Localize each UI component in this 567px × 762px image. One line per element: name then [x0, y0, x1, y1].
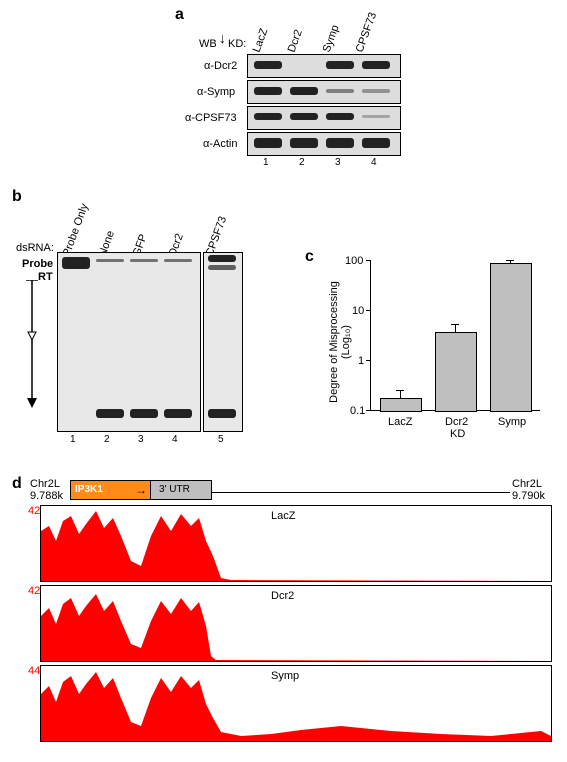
dsrna-label: dsRNA:: [16, 242, 54, 254]
track-symp: Symp: [40, 665, 552, 742]
d-left-1: Chr2L: [30, 478, 60, 490]
kd-label: KD:: [228, 38, 246, 50]
row-label-3: α-Actin: [203, 138, 237, 150]
bar-lacz: [380, 398, 422, 412]
y-axis-label: Degree of Misprocessing (Log₁₀): [328, 272, 352, 412]
col-label-1: Dcr2: [286, 28, 305, 54]
col-label-3: CPSF73: [354, 11, 379, 54]
panel-d-label: d: [12, 475, 22, 493]
probe-label: Probe: [22, 258, 53, 270]
wb-arrow: ↓: [219, 30, 226, 46]
b-lane-3: 3: [138, 434, 144, 445]
track2-ymax: 44: [28, 665, 40, 677]
gene-arrow-icon: →: [135, 483, 147, 497]
d-right-1: Chr2L: [512, 478, 542, 490]
utr-box: 3' UTR: [150, 480, 212, 500]
b-lane-2: 2: [104, 434, 110, 445]
bar-symp: [490, 263, 532, 412]
d-left-2: 9.788k: [30, 490, 63, 502]
track0-ymax: 42: [28, 505, 40, 517]
blot-row-3: [247, 132, 401, 156]
wb-label: WB: [199, 38, 217, 50]
b-col-0: Probe Only: [61, 202, 91, 258]
gel-cpsf: [203, 252, 243, 432]
col-label-0: LacZ: [251, 27, 271, 54]
a-lane-3: 3: [335, 157, 341, 168]
panel-c-label: c: [305, 248, 314, 266]
col-label-2: Symp: [321, 23, 342, 54]
blot-row-0: [247, 54, 401, 78]
track-lacz: LacZ: [40, 505, 552, 582]
a-lane-1: 1: [263, 157, 269, 168]
chart-area: 100 10 1 0.1: [340, 260, 540, 420]
track-dcr2: Dcr2: [40, 585, 552, 662]
xlab-0: LacZ: [388, 416, 412, 428]
xlab-2: Symp: [498, 416, 526, 428]
b-lane-4: 4: [172, 434, 178, 445]
panel-a-label: a: [175, 6, 184, 24]
rt-arrow: [26, 280, 52, 410]
a-lane-4: 4: [371, 157, 377, 168]
row-label-0: α-Dcr2: [204, 60, 237, 72]
bar-dcr2: [435, 332, 477, 412]
xlab-1: Dcr2: [445, 416, 468, 428]
xlab-sub: KD: [450, 428, 465, 440]
track1-ymax: 42: [28, 585, 40, 597]
row-label-1: α-Symp: [197, 86, 235, 98]
row-label-2: α-CPSF73: [185, 112, 237, 124]
b-lane-1: 1: [70, 434, 76, 445]
b-lane-5: 5: [218, 434, 224, 445]
blot-row-1: [247, 80, 401, 104]
blot-row-2: [247, 106, 401, 130]
panel-b-label: b: [12, 188, 22, 206]
gel-main: [57, 252, 201, 432]
a-lane-2: 2: [299, 157, 305, 168]
d-right-2: 9.790k: [512, 490, 545, 502]
gene-ip3k1: IP3K1 →: [70, 480, 152, 500]
